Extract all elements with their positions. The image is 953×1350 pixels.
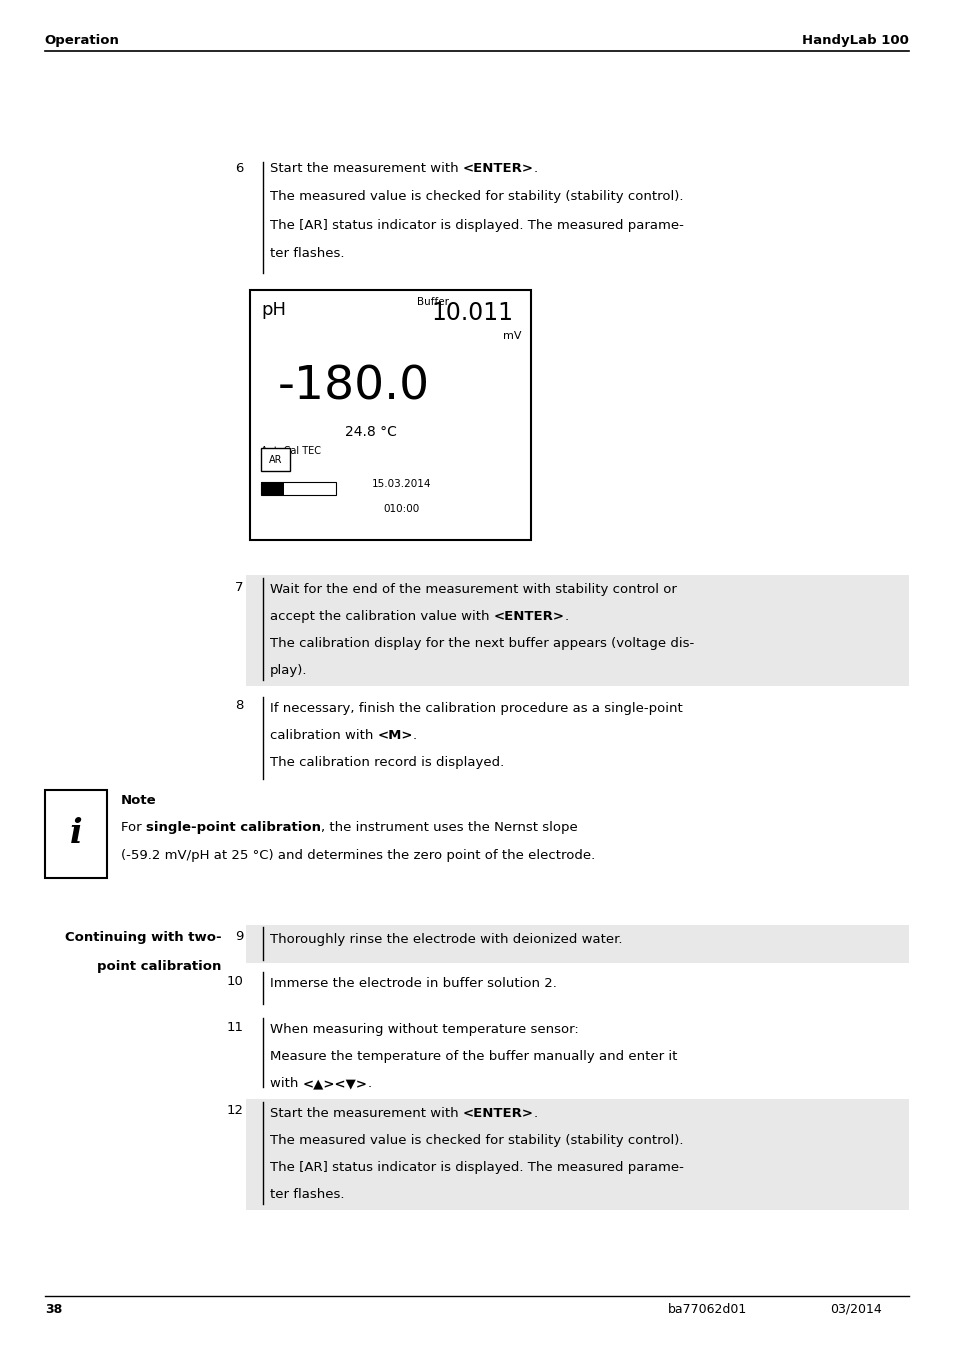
- FancyBboxPatch shape: [261, 482, 335, 495]
- Text: <ENTER>: <ENTER>: [462, 162, 534, 176]
- Text: AR: AR: [269, 455, 282, 464]
- Text: 10: 10: [226, 975, 243, 988]
- FancyBboxPatch shape: [246, 925, 908, 963]
- Text: AutoCal TEC: AutoCal TEC: [261, 446, 321, 455]
- Text: .: .: [413, 729, 416, 742]
- Text: play).: play).: [270, 664, 307, 678]
- Text: Continuing with two-: Continuing with two-: [65, 931, 221, 945]
- Text: 8: 8: [234, 699, 243, 713]
- Text: Start the measurement with: Start the measurement with: [270, 1107, 462, 1120]
- Text: i: i: [70, 817, 82, 850]
- Text: .: .: [564, 610, 568, 624]
- Text: 7: 7: [234, 580, 243, 594]
- Text: <▲><▼>: <▲><▼>: [302, 1077, 367, 1091]
- Text: When measuring without temperature sensor:: When measuring without temperature senso…: [270, 1023, 578, 1037]
- Text: Thoroughly rinse the electrode with deionized water.: Thoroughly rinse the electrode with deio…: [270, 933, 621, 946]
- Text: <ENTER>: <ENTER>: [462, 1107, 534, 1120]
- Text: 9: 9: [234, 930, 243, 944]
- Text: Immerse the electrode in buffer solution 2.: Immerse the electrode in buffer solution…: [270, 977, 557, 991]
- Text: , the instrument uses the Nernst slope: , the instrument uses the Nernst slope: [321, 821, 578, 834]
- Text: The [AR] status indicator is displayed. The measured parame-: The [AR] status indicator is displayed. …: [270, 219, 683, 232]
- Text: 03/2014: 03/2014: [829, 1303, 881, 1316]
- Text: The calibration record is displayed.: The calibration record is displayed.: [270, 756, 504, 770]
- Text: 10.011: 10.011: [431, 301, 513, 325]
- Text: ba77062d01: ba77062d01: [667, 1303, 746, 1316]
- Text: 38: 38: [45, 1303, 62, 1316]
- FancyBboxPatch shape: [246, 1099, 908, 1210]
- Text: <M>: <M>: [377, 729, 413, 742]
- Text: The [AR] status indicator is displayed. The measured parame-: The [AR] status indicator is displayed. …: [270, 1161, 683, 1174]
- Text: 11: 11: [226, 1021, 243, 1034]
- Text: <ENTER>: <ENTER>: [494, 610, 564, 624]
- Text: Buffer: Buffer: [416, 297, 449, 306]
- Text: For: For: [121, 821, 146, 834]
- Text: Wait for the end of the measurement with stability control or: Wait for the end of the measurement with…: [270, 583, 676, 597]
- Text: ter flashes.: ter flashes.: [270, 1188, 344, 1202]
- FancyBboxPatch shape: [246, 575, 908, 686]
- FancyBboxPatch shape: [261, 448, 290, 471]
- Text: 010:00: 010:00: [383, 504, 419, 513]
- Text: .: .: [534, 162, 537, 176]
- Text: Operation: Operation: [45, 34, 119, 47]
- Text: -180.0: -180.0: [277, 364, 430, 409]
- Text: (-59.2 mV/pH at 25 °C) and determines the zero point of the electrode.: (-59.2 mV/pH at 25 °C) and determines th…: [121, 849, 595, 863]
- Text: The measured value is checked for stability (stability control).: The measured value is checked for stabil…: [270, 190, 682, 204]
- FancyBboxPatch shape: [250, 290, 531, 540]
- Text: ter flashes.: ter flashes.: [270, 247, 344, 261]
- Text: The calibration display for the next buffer appears (voltage dis-: The calibration display for the next buf…: [270, 637, 694, 651]
- Text: calibration with: calibration with: [270, 729, 377, 742]
- Text: .: .: [534, 1107, 537, 1120]
- FancyBboxPatch shape: [45, 790, 107, 878]
- Text: 24.8 °C: 24.8 °C: [345, 425, 396, 439]
- Text: Note: Note: [121, 794, 156, 807]
- Text: single-point calibration: single-point calibration: [146, 821, 321, 834]
- Text: 15.03.2014: 15.03.2014: [372, 479, 431, 489]
- Text: HandyLab 100: HandyLab 100: [801, 34, 908, 47]
- Text: pH: pH: [261, 301, 286, 319]
- Text: The measured value is checked for stability (stability control).: The measured value is checked for stabil…: [270, 1134, 682, 1148]
- Text: mV: mV: [503, 331, 521, 340]
- FancyBboxPatch shape: [261, 482, 283, 495]
- Text: .: .: [367, 1077, 372, 1091]
- Text: 12: 12: [226, 1104, 243, 1118]
- Text: point calibration: point calibration: [97, 960, 221, 973]
- Text: 6: 6: [234, 162, 243, 176]
- Text: Measure the temperature of the buffer manually and enter it: Measure the temperature of the buffer ma…: [270, 1050, 677, 1064]
- Text: Start the measurement with: Start the measurement with: [270, 162, 462, 176]
- Text: If necessary, finish the calibration procedure as a single-point: If necessary, finish the calibration pro…: [270, 702, 682, 716]
- Text: with: with: [270, 1077, 302, 1091]
- Text: accept the calibration value with: accept the calibration value with: [270, 610, 494, 624]
